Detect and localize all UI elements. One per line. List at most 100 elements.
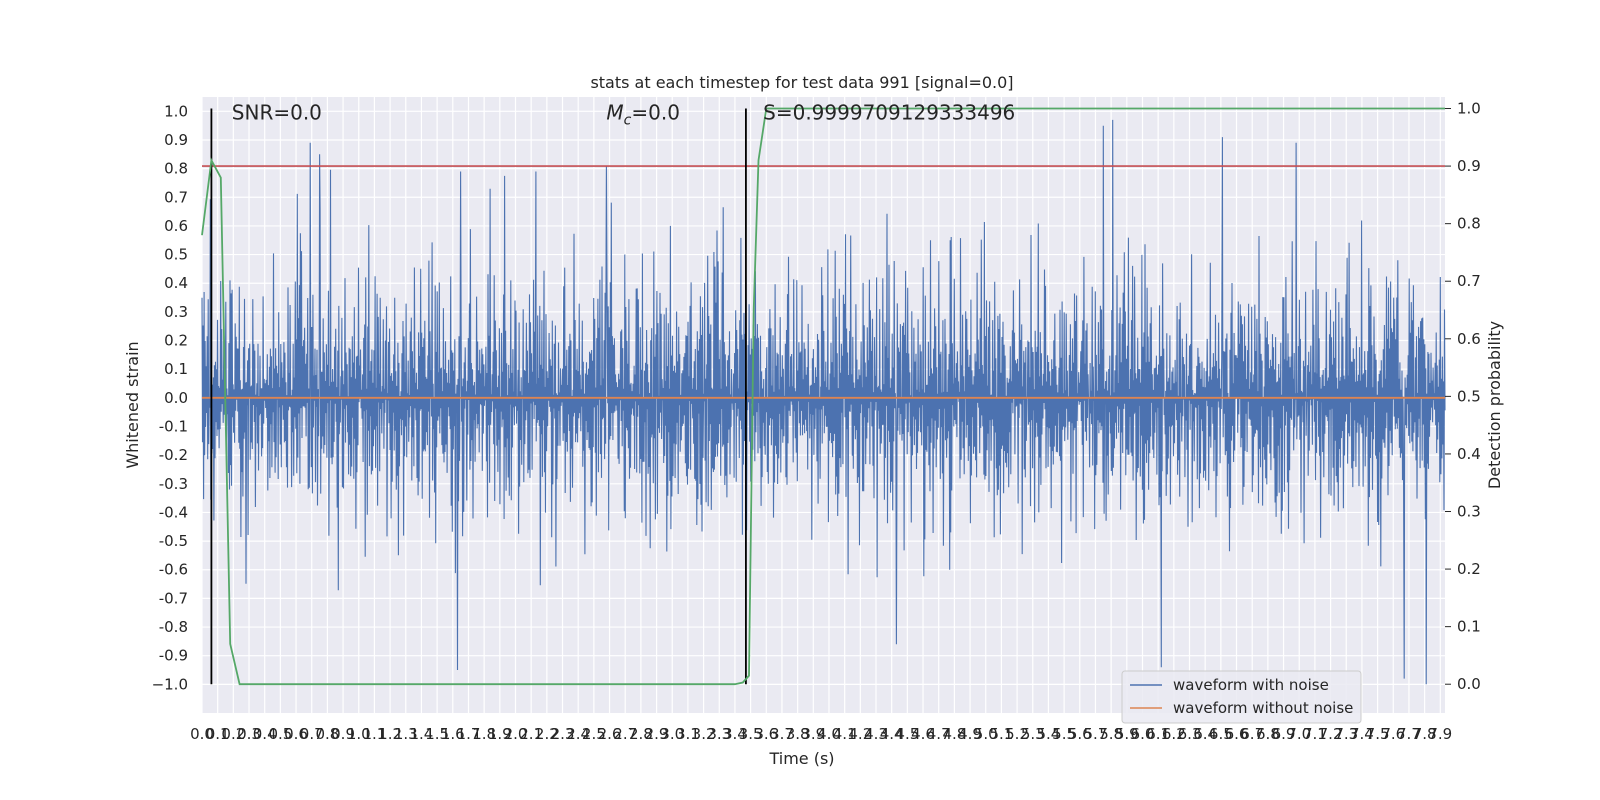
x-tick-label: 1.7 <box>457 725 481 743</box>
x-tick-label: 7.9 <box>1428 725 1452 743</box>
y2-tick-label: 0.9 <box>1457 157 1481 175</box>
x-tick-label: 4.5 <box>895 725 919 743</box>
y-tick-label: 0.3 <box>164 303 188 321</box>
chart-title: stats at each timestep for test data 991… <box>590 73 1013 92</box>
x-tick-label: 7.5 <box>1366 725 1390 743</box>
x-tick-label: 4.8 <box>942 725 966 743</box>
x-tick-label: 5.8 <box>1099 725 1123 743</box>
x-tick-label: 6.2 <box>1162 725 1186 743</box>
y2-axis-label: Detection probability <box>1485 321 1504 489</box>
x-tick-label: 3.6 <box>754 725 778 743</box>
y2-tick-label: 0.3 <box>1457 503 1481 521</box>
x-axis-ticks: 0.00.10.20.30.40.50.60.70.80.91.01.11.21… <box>190 725 1452 743</box>
x-tick-label: 2.8 <box>629 725 653 743</box>
y-tick-label: -0.5 <box>159 532 188 550</box>
y2-tick-label: 0.6 <box>1457 330 1481 348</box>
x-tick-label: 1.3 <box>394 725 418 743</box>
x-tick-label: 6.6 <box>1225 725 1249 743</box>
x-tick-label: 5.4 <box>1037 725 1061 743</box>
x-tick-label: 3.1 <box>676 725 700 743</box>
x-tick-label: 0.3 <box>237 725 261 743</box>
y2-tick-label: 0.0 <box>1457 675 1481 693</box>
x-tick-label: 6.8 <box>1256 725 1280 743</box>
noise-waveform-path <box>201 119 1446 685</box>
x-tick-label: 0.6 <box>284 725 308 743</box>
x-tick-label: 6.0 <box>1131 725 1155 743</box>
x-tick-label: 7.8 <box>1413 725 1437 743</box>
x-tick-label: 5.2 <box>1005 725 1029 743</box>
x-tick-label: 4.0 <box>817 725 841 743</box>
y2-tick-label: 0.4 <box>1457 445 1481 463</box>
y2-tick-label: 0.5 <box>1457 387 1481 405</box>
x-tick-label: 4.4 <box>880 725 904 743</box>
x-tick-label: 4.6 <box>911 725 935 743</box>
x-tick-label: 5.3 <box>1021 725 1045 743</box>
x-tick-label: 0.2 <box>221 725 245 743</box>
y-tick-label: 0.9 <box>164 131 188 149</box>
x-tick-label: 5.6 <box>1068 725 1092 743</box>
y-tick-label: -0.9 <box>159 647 188 665</box>
probability-path <box>201 107 1445 686</box>
x-tick-label: 7.1 <box>1303 725 1327 743</box>
y2-tick-label: 0.1 <box>1457 618 1481 636</box>
x-tick-label: 7.6 <box>1381 725 1405 743</box>
y-tick-label: 0.0 <box>164 389 188 407</box>
annotation-snr: SNR=0.0 <box>232 100 322 124</box>
x-tick-label: 3.9 <box>801 725 825 743</box>
y-tick-label: -0.7 <box>159 589 188 607</box>
x-tick-label: 3.2 <box>692 725 716 743</box>
x-tick-label: 5.0 <box>974 725 998 743</box>
legend-box <box>1121 670 1362 724</box>
x-tick-label: 7.2 <box>1319 725 1343 743</box>
x-tick-label: 4.9 <box>958 725 982 743</box>
y-tick-label: -0.4 <box>159 503 188 521</box>
legend: waveform with noise waveform without noi… <box>1121 670 1362 724</box>
x-tick-label: 5.5 <box>1052 725 1076 743</box>
x-tick-label: 6.3 <box>1178 725 1202 743</box>
y-tick-label: -0.8 <box>159 618 188 636</box>
x-tick-label: 2.0 <box>504 725 528 743</box>
x-tick-label: 4.7 <box>927 725 951 743</box>
x-tick-label: 6.1 <box>1146 725 1170 743</box>
y-tick-label: -0.3 <box>159 475 188 493</box>
y-tick-label: 0.6 <box>164 217 188 235</box>
marker-lines <box>210 108 747 685</box>
x-tick-label: 2.1 <box>519 725 543 743</box>
y2-tick-label: 0.8 <box>1457 215 1481 233</box>
annotations: SNR=0.0 Mc=0.0 S=0.9999709129333496 <box>232 100 1016 128</box>
y-tick-label: 0.4 <box>164 274 188 292</box>
annotation-chirp-mass: Mc=0.0 <box>606 100 680 128</box>
annotation-score: S=0.9999709129333496 <box>763 100 1015 124</box>
x-tick-label: 1.5 <box>425 725 449 743</box>
x-tick-label: 4.2 <box>848 725 872 743</box>
x-tick-label: 3.5 <box>739 725 763 743</box>
x-tick-label: 7.3 <box>1334 725 1358 743</box>
y2-tick-label: 0.7 <box>1457 272 1481 290</box>
y-tick-label: 1.0 <box>164 102 188 120</box>
y-axis-label: Whitened strain <box>123 341 142 468</box>
y-tick-label: −1.0 <box>152 675 188 693</box>
x-tick-label: 1.0 <box>347 725 371 743</box>
legend-label-noise: waveform with noise <box>1173 676 1329 694</box>
x-tick-label: 3.3 <box>707 725 731 743</box>
y2-tick-label: 1.0 <box>1457 100 1481 118</box>
legend-label-clean: waveform without noise <box>1173 699 1353 717</box>
annotation-mc-subscript: c <box>624 112 632 128</box>
x-tick-label: 2.3 <box>551 725 575 743</box>
annotation-mc-value: =0.0 <box>631 100 680 124</box>
series-detection-probability <box>201 107 1445 686</box>
x-tick-label: 0.8 <box>315 725 339 743</box>
x-tick-label: 7.0 <box>1287 725 1311 743</box>
x-tick-label: 2.4 <box>566 725 590 743</box>
y-tick-label: 0.7 <box>164 188 188 206</box>
series-waveform-with-noise <box>201 119 1446 685</box>
x-tick-label: 1.4 <box>410 725 434 743</box>
x-axis-label: Time (s) <box>768 749 834 768</box>
y-axis-ticks: 1.0 0.9 0.8 0.7 0.6 0.5 0.4 0.3 0.2 0.1 0.0 -0.1 -0.… <box>152 102 188 693</box>
x-tick-label: 5.1 <box>989 725 1013 743</box>
x-tick-label: 0.4 <box>253 725 277 743</box>
y2-axis-ticks: 1.0 0.9 0.8 0.7 0.6 0.5 0.4 0.3 0.2 0.1 0.0 <box>1445 100 1481 693</box>
x-tick-label: 6.7 <box>1240 725 1264 743</box>
x-tick-label: 2.2 <box>535 725 559 743</box>
y-tick-label: -0.2 <box>159 446 188 464</box>
